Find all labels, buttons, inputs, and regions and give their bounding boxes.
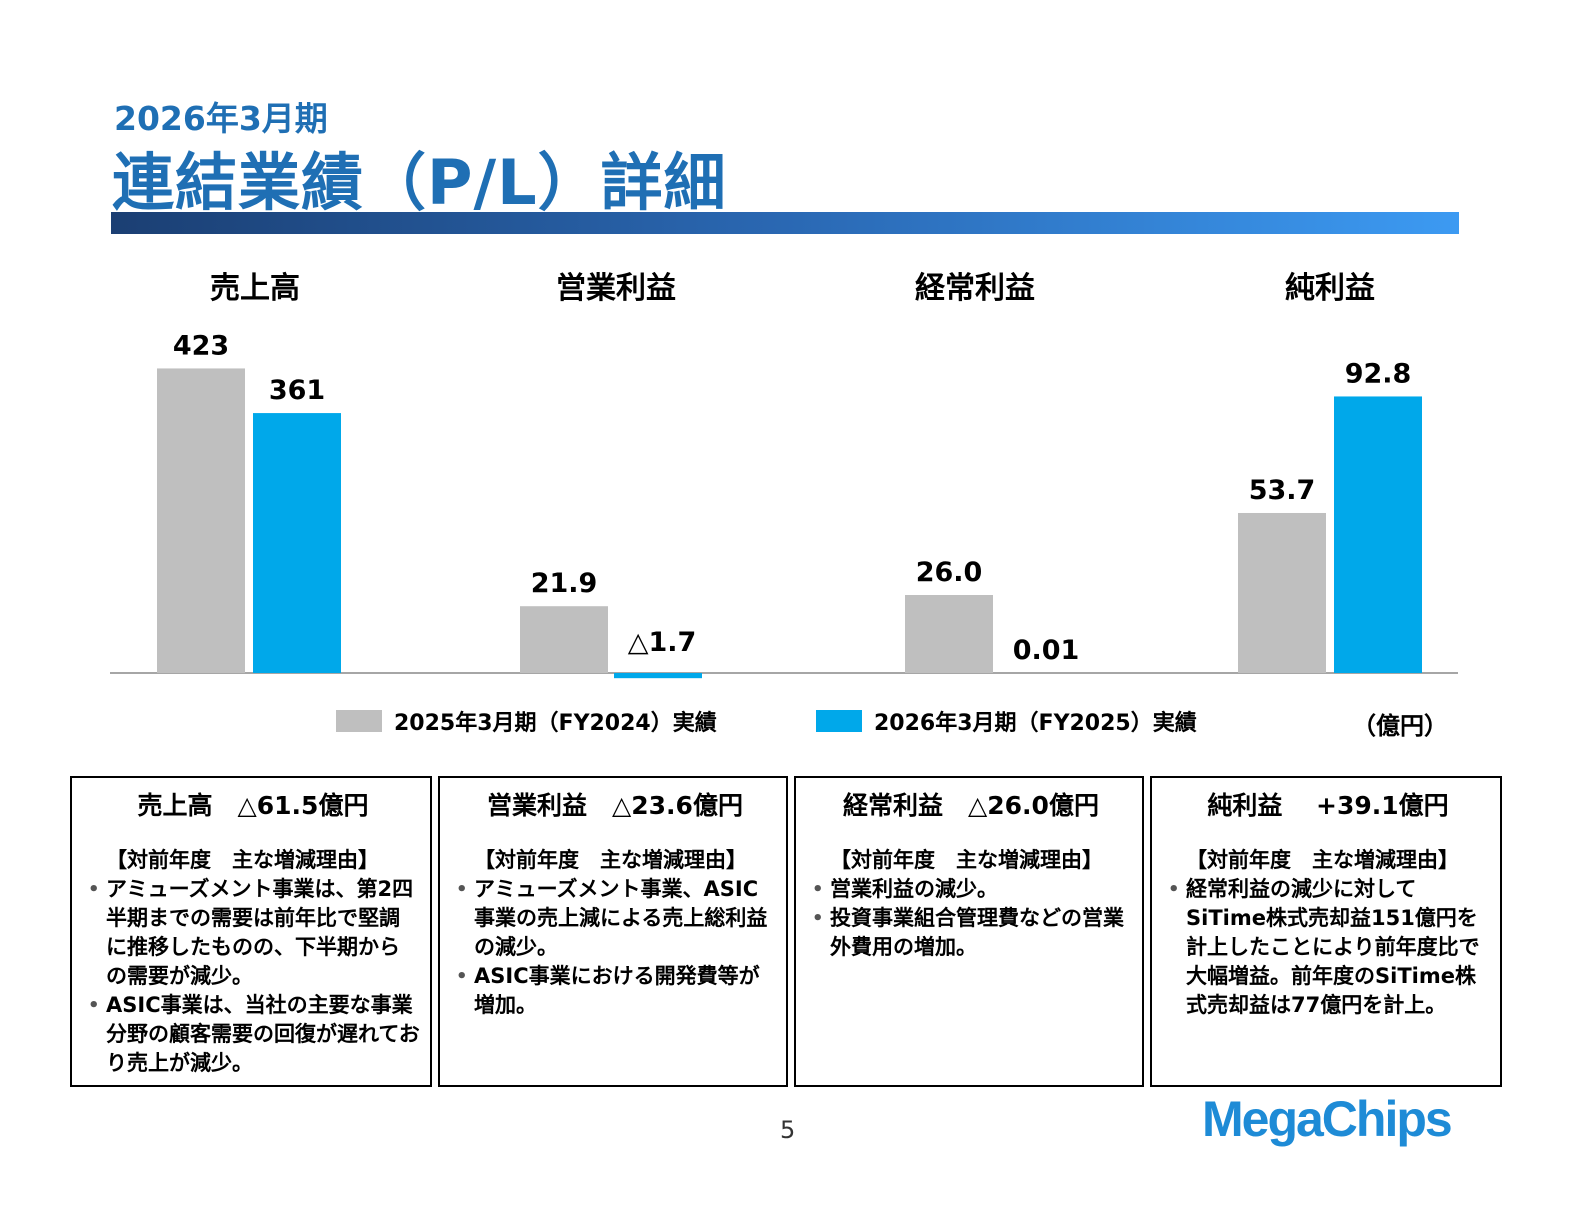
reason-box-subheading: 【対前年度 主な増減理由】 <box>106 848 379 872</box>
reason-bullet: アミューズメント事業、ASIC事業の売上減による売上総利益の減少。 <box>454 875 776 962</box>
reason-bullet: 投資事業組合管理費などの営業外費用の増加。 <box>810 904 1132 962</box>
legend-swatch-fy2025 <box>816 710 862 732</box>
reason-box-subheading: 【対前年度 主な増減理由】 <box>1186 848 1459 872</box>
page-subtitle: 2026年3月期 <box>114 99 328 138</box>
reason-box-heading: 営業利益 △23.6億円 <box>487 791 743 820</box>
category-label: 売上高 <box>210 271 300 306</box>
data-label: 21.9 <box>531 568 598 599</box>
reason-box-sales: 売上高 △61.5億円 【対前年度 主な増減理由】 アミューズメント事業は、第2… <box>70 776 432 1087</box>
bar-chart: 売上高 423 361 営業利益 21.9 △1.7 経常利益 26.0 0.01 純利益 53.7… <box>110 271 1458 679</box>
bar <box>253 413 341 673</box>
legend-label-fy2025: 2026年3月期（FY2025）実績 <box>874 711 1197 736</box>
reason-box-heading: 売上高 △61.5億円 <box>137 791 369 820</box>
title-underline-bar <box>111 212 1459 234</box>
bar <box>1334 396 1422 673</box>
reason-box-net-income: 純利益 +39.1億円 【対前年度 主な増減理由】 経常利益の減少に対してSiT… <box>1150 776 1502 1087</box>
bar <box>520 606 608 673</box>
bar <box>1238 512 1326 673</box>
reason-bullet: 経常利益の減少に対してSiTime株式売却益151億円を計上したことにより前年度… <box>1166 875 1490 1020</box>
page-title: 連結業績（P/L）詳細 <box>112 146 727 219</box>
page-number: 5 <box>780 1116 796 1144</box>
category-label: 純利益 <box>1285 271 1375 306</box>
category-label: 経常利益 <box>915 271 1035 306</box>
bar <box>157 368 245 673</box>
reason-box-operating-income: 営業利益 △23.6億円 【対前年度 主な増減理由】 アミューズメント事業、AS… <box>438 776 788 1087</box>
data-label: 92.8 <box>1345 358 1412 389</box>
unit-label: （億円） <box>1352 712 1448 740</box>
data-label: 361 <box>269 375 325 406</box>
legend-item-fy2025: 2026年3月期（FY2025）実績 <box>816 706 1197 736</box>
reason-box-subheading: 【対前年度 主な増減理由】 <box>474 848 747 872</box>
reason-box-heading: 純利益 +39.1億円 <box>1207 791 1449 820</box>
bar <box>905 595 993 673</box>
data-label: 423 <box>173 330 229 361</box>
data-label: 26.0 <box>916 557 983 588</box>
legend-label-fy2024: 2025年3月期（FY2024）実績 <box>394 711 717 736</box>
reason-box-ordinary-income: 経常利益 △26.0億円 【対前年度 主な増減理由】 営業利益の減少。 投資事業… <box>794 776 1144 1087</box>
data-label: 53.7 <box>1249 475 1316 506</box>
data-label: △1.7 <box>628 627 697 658</box>
reason-bullet: ASIC事業における開発費等が増加。 <box>454 962 776 1020</box>
legend-swatch-fy2024 <box>336 710 382 732</box>
reason-box-subheading: 【対前年度 主な増減理由】 <box>830 848 1103 872</box>
legend-item-fy2024: 2025年3月期（FY2024）実績 <box>336 706 717 736</box>
megachips-logo: MegaChips <box>1202 1091 1453 1147</box>
data-label: 0.01 <box>1013 635 1080 666</box>
bar <box>614 673 702 679</box>
category-label: 営業利益 <box>556 271 676 306</box>
reason-box-heading: 経常利益 △26.0億円 <box>843 791 1099 820</box>
reason-bullet: アミューズメント事業は、第2四半期までの需要は前年比で堅調に推移したものの、下半… <box>86 875 420 991</box>
reason-bullet: ASIC事業は、当社の主要な事業分野の顧客需要の回復が遅れており売上が減少。 <box>86 991 420 1078</box>
reason-bullet: 営業利益の減少。 <box>810 875 1132 904</box>
